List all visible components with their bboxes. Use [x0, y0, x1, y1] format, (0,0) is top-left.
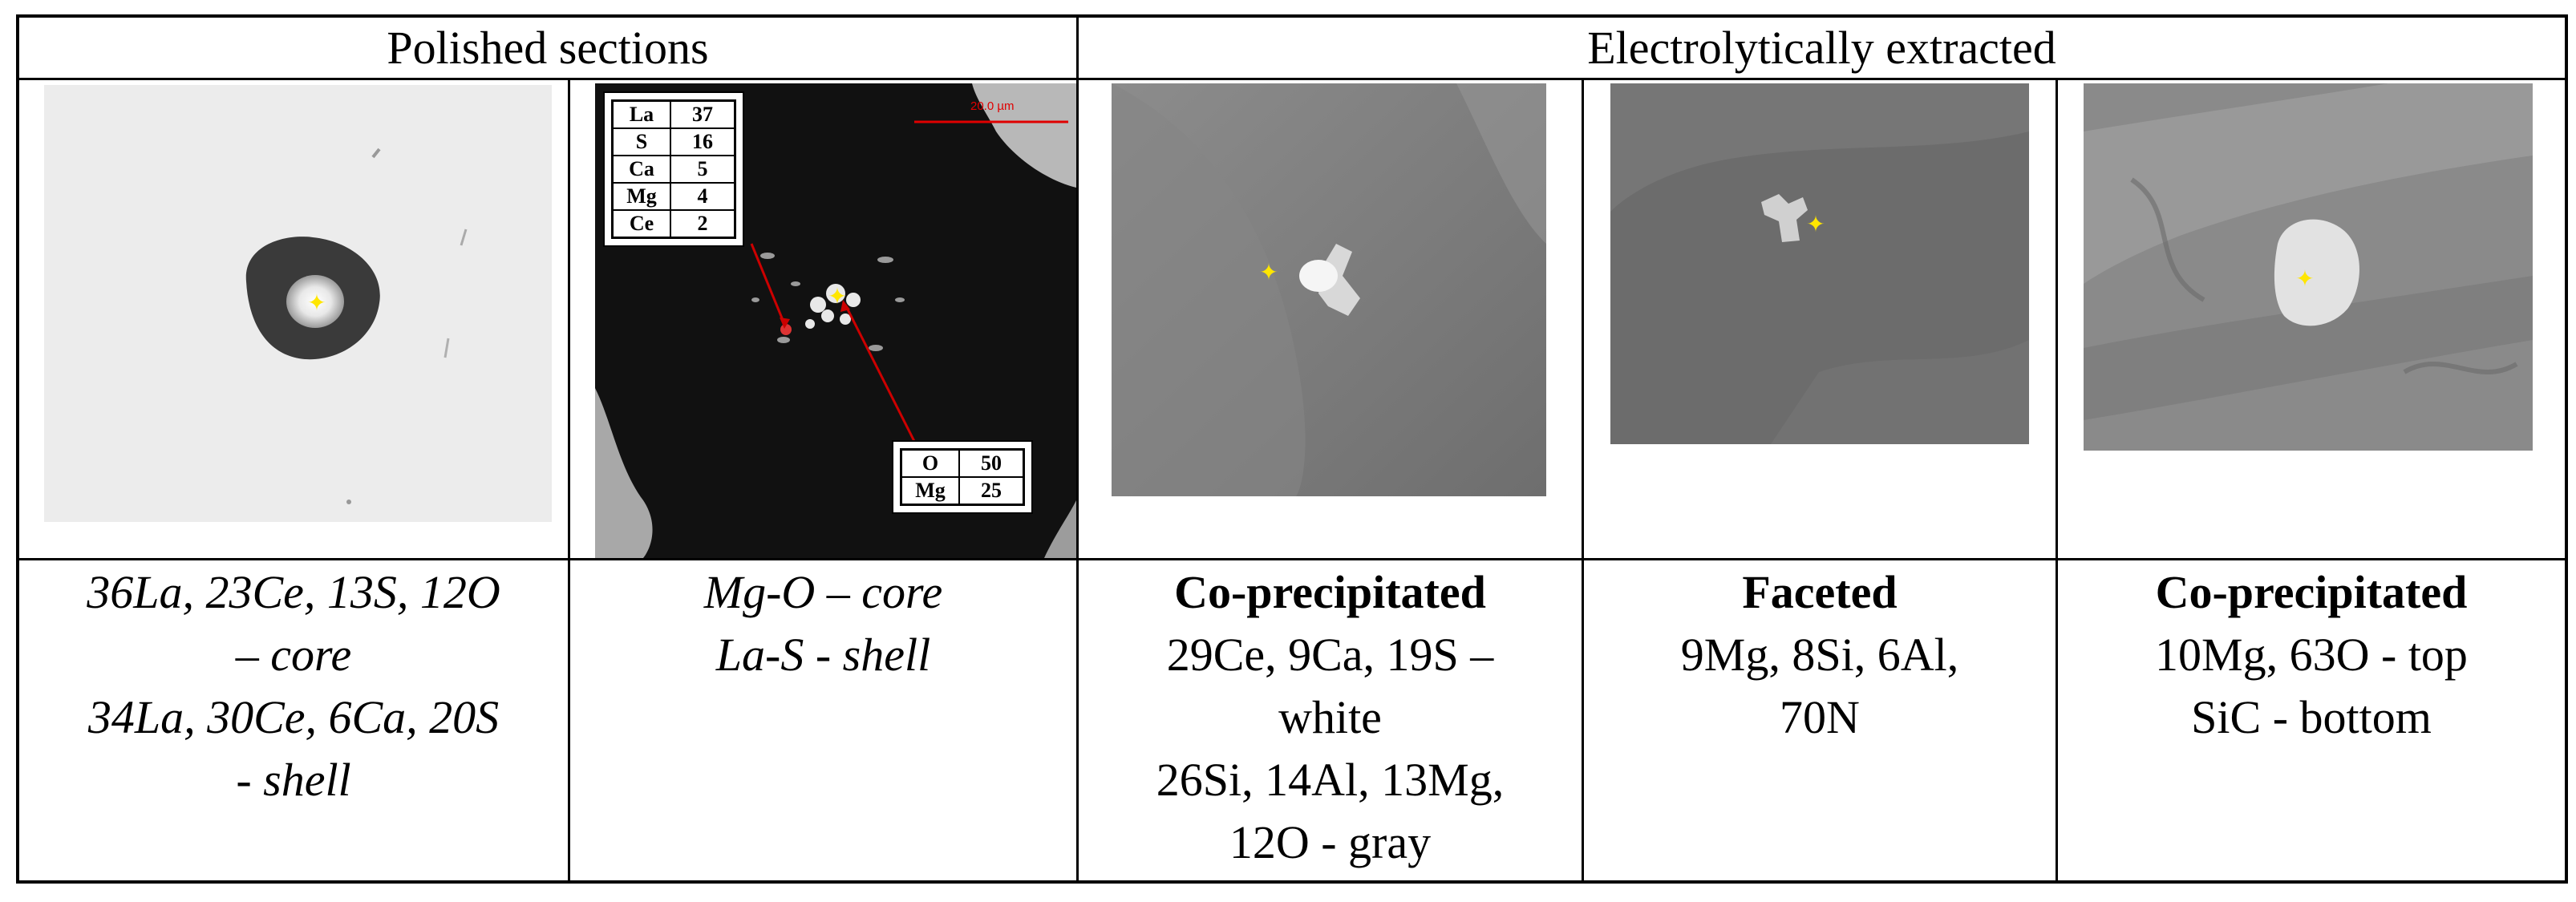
table-row: Mg 25	[900, 476, 1025, 506]
caption-polished-2: Mg-O – core La-S - shell	[570, 561, 1076, 686]
caption-line: 29Ce, 9Ca, 19S –	[1166, 629, 1494, 681]
table-row: Ca 5	[611, 155, 736, 184]
caption-line: SiC - bottom	[2191, 691, 2432, 743]
caption-line: 36La, 23Ce, 13S, 12O	[87, 566, 500, 618]
micrograph-extracted-coprecipitated-1: ✦	[1112, 83, 1546, 496]
point-marker-icon: ✦	[2295, 265, 2315, 292]
caption-line: Mg-O – core	[703, 566, 943, 618]
col-divider-3	[1582, 78, 1584, 882]
table-row: O 50	[900, 448, 1025, 478]
micrograph-extracted-4-art	[1610, 83, 2029, 444]
micrograph-extracted-5-art	[2084, 83, 2533, 451]
caption-line: 26Si, 14Al, 13Mg,	[1156, 754, 1505, 806]
table-row: Ce 2	[611, 209, 736, 239]
table-border-left	[16, 14, 19, 884]
caption-line: 12O - gray	[1229, 816, 1432, 868]
table-border-top	[16, 14, 2568, 18]
table-border-bottom	[16, 880, 2568, 884]
col-divider-2	[1076, 14, 1079, 882]
caption-polished-1: 36La, 23Ce, 13S, 12O – core 34La, 30Ce, …	[19, 561, 568, 811]
caption-line: 9Mg, 8Si, 6Al,	[1680, 629, 1959, 681]
header-polished-sections: Polished sections	[387, 21, 709, 74]
caption-extracted-coprecipitated-1: Co-precipitated 29Ce, 9Ca, 19S – white 2…	[1079, 561, 1582, 874]
micrograph-polished-1-art	[245, 148, 468, 504]
caption-line: 10Mg, 63O - top	[2155, 629, 2468, 681]
caption-line: – core	[235, 629, 352, 681]
caption-line: - shell	[236, 754, 351, 806]
header-electrolytically-extracted: Electrolytically extracted	[1587, 21, 2056, 74]
header-row-divider	[16, 78, 2568, 80]
caption-title: Co-precipitated	[2155, 566, 2468, 618]
point-marker-icon: ✦	[1806, 211, 1825, 237]
micrograph-polished-2: 20.0 µm ✦ La 37 S 16 Ca 5 Mg 4 Ce 2 O 50 Mg 25	[595, 83, 1076, 558]
micrograph-extracted-faceted: ✦	[1610, 83, 2029, 444]
micrograph-extracted-3-art	[1112, 83, 1546, 496]
table-row: S 16	[611, 127, 736, 156]
caption-line: La-S - shell	[715, 629, 931, 681]
micrograph-polished-1: ✦	[44, 85, 552, 522]
table-row: La 37	[611, 99, 736, 129]
caption-title: Faceted	[1742, 566, 1898, 618]
caption-line: 70N	[1780, 691, 1860, 743]
scale-bar-label: 20.0 µm	[970, 99, 1015, 113]
caption-extracted-coprecipitated-2: Co-precipitated 10Mg, 63O - top SiC - bo…	[2058, 561, 2565, 749]
point-marker-icon: ✦	[828, 283, 847, 309]
col-divider-4	[2056, 78, 2058, 882]
eds-table-core: O 50 Mg 25	[892, 440, 1033, 514]
micrograph-extracted-coprecipitated-2: ✦	[2084, 83, 2533, 451]
micrograph-polished-2-art	[595, 83, 1076, 558]
table-row: Mg 4	[611, 182, 736, 211]
point-marker-icon: ✦	[307, 289, 326, 316]
eds-table-shell: La 37 S 16 Ca 5 Mg 4 Ce 2	[603, 91, 744, 247]
point-marker-icon: ✦	[1259, 259, 1278, 285]
col-divider-1	[568, 78, 570, 882]
table-border-right	[2565, 14, 2568, 884]
caption-line: white	[1278, 691, 1382, 743]
caption-title: Co-precipitated	[1174, 566, 1486, 618]
caption-extracted-faceted: Faceted 9Mg, 8Si, 6Al, 70N	[1584, 561, 2056, 749]
caption-line: 34La, 30Ce, 6Ca, 20S	[87, 691, 500, 743]
image-row-divider	[16, 558, 2568, 560]
